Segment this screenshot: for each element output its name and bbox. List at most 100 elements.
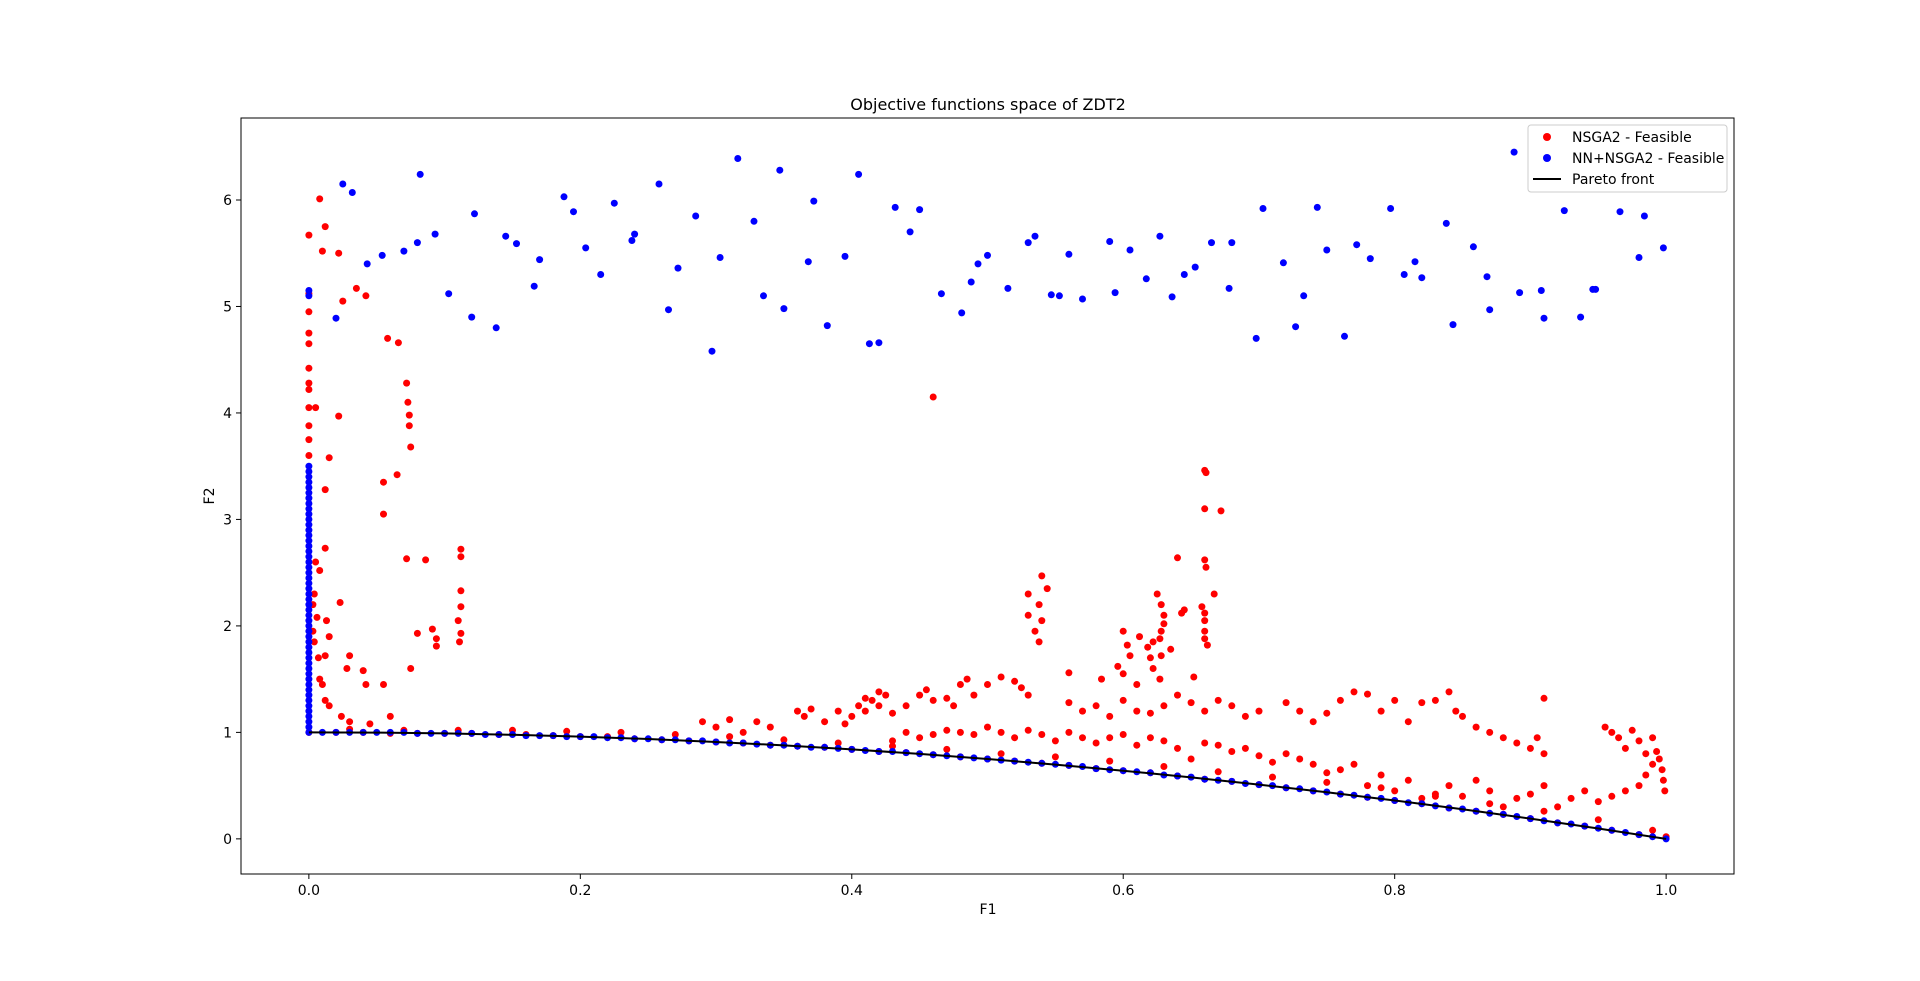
nn-nsga2-point [810, 197, 818, 205]
nsga2-point [875, 702, 883, 710]
nn-nsga2-point [1616, 208, 1624, 216]
nsga2-point [1608, 792, 1616, 800]
nn-nsga2-point [891, 203, 899, 211]
nn-nsga2-point [708, 347, 716, 355]
nsga2-point [1157, 652, 1165, 660]
nsga2-point [1065, 699, 1073, 707]
nsga2-point [950, 702, 958, 710]
nsga2-point [1157, 601, 1165, 609]
nn-nsga2-point [471, 210, 478, 218]
nsga2-point [1452, 707, 1460, 715]
nn-nsga2-point [1577, 313, 1585, 321]
nsga2-point [432, 642, 440, 650]
nsga2-point [1035, 601, 1043, 609]
nsga2-point [359, 667, 367, 675]
nn-nsga2-point [305, 601, 313, 609]
nn-nsga2-point [378, 251, 386, 259]
nsga2-point [1024, 611, 1032, 619]
nsga2-point [1621, 744, 1629, 752]
nn-nsga2-point [1065, 250, 1073, 258]
nsga2-point [1201, 556, 1209, 564]
nsga2-point [305, 436, 313, 444]
nsga2-point [1445, 688, 1453, 696]
nn-nsga2-point [305, 638, 313, 646]
nsga2-point [916, 691, 924, 699]
nsga2-point [1661, 787, 1669, 795]
nsga2-point [384, 334, 392, 342]
nsga2-point [1228, 748, 1236, 755]
nsga2-point [1323, 778, 1331, 786]
nn-nsga2-point [305, 659, 313, 667]
nn-nsga2-point [1323, 246, 1331, 254]
nsga2-point [1106, 757, 1114, 765]
nsga2-point [1198, 603, 1206, 611]
nsga2-point [943, 694, 951, 702]
nn-nsga2-point [1180, 271, 1188, 278]
nsga2-point [970, 731, 978, 738]
nsga2-point [1350, 760, 1358, 768]
nsga2-point [1594, 798, 1602, 806]
nn-nsga2-point [750, 217, 758, 225]
nsga2-point [1486, 787, 1494, 795]
nn-nsga2-point [305, 526, 313, 534]
nn-nsga2-point [305, 670, 313, 678]
nn-nsga2-point [958, 309, 966, 317]
nsga2-point [1201, 739, 1209, 747]
nsga2-point [1499, 734, 1507, 742]
nn-nsga2-point [492, 324, 500, 332]
nn-nsga2-point [1442, 219, 1450, 227]
nsga2-point [1601, 723, 1609, 731]
nsga2-point [916, 734, 924, 742]
nn-nsga2-point [305, 649, 313, 656]
nsga2-point [1024, 590, 1032, 598]
nsga2-point [1608, 728, 1616, 736]
axes-frame [240, 117, 1735, 875]
nsga2-point [422, 556, 430, 564]
nsga2-point [1323, 709, 1331, 717]
nsga2-point [1404, 776, 1412, 784]
nsga2-point [312, 404, 320, 412]
nsga2-point [1540, 807, 1548, 815]
nsga2-point [1472, 723, 1480, 731]
legend-marker-nsga2 [1543, 133, 1551, 141]
nsga2-point [1201, 617, 1209, 625]
nn-nsga2-point [1168, 293, 1176, 301]
nsga2-point [305, 364, 313, 372]
nn-nsga2-point [1047, 291, 1055, 299]
nn-nsga2-point [305, 484, 313, 491]
nsga2-point [403, 555, 411, 563]
nn-nsga2-point [716, 254, 724, 261]
nn-nsga2-point [906, 228, 914, 236]
x-tick-label: 1.0 [1655, 883, 1677, 899]
nsga2-point [1201, 627, 1209, 635]
y-tick-label: 5 [223, 299, 232, 315]
nn-nsga2-point [560, 193, 568, 201]
nn-nsga2-point [305, 696, 313, 704]
nsga2-point [1178, 609, 1186, 617]
nsga2-point [1190, 673, 1198, 681]
nsga2-point [1149, 665, 1157, 672]
nn-nsga2-point [1486, 306, 1494, 314]
nsga2-point [305, 340, 313, 348]
nsga2-point [339, 297, 347, 305]
nsga2-point [1017, 684, 1025, 692]
nn-nsga2-point [305, 718, 313, 726]
nsga2-point [1011, 677, 1019, 685]
nsga2-point [1526, 744, 1534, 752]
nsga2-point [943, 726, 951, 734]
nsga2-point [889, 737, 896, 745]
chart-title: Objective functions space of ZDT2 [850, 95, 1126, 114]
nsga2-point [407, 443, 415, 451]
x-tick-label: 0.4 [841, 883, 863, 899]
nsga2-point [1323, 769, 1331, 777]
nsga2-point [1649, 734, 1657, 742]
nn-nsga2-point [305, 510, 313, 518]
y-tick-label: 1 [223, 725, 232, 741]
nsga2-point [1377, 707, 1385, 715]
nn-nsga2-point [305, 665, 313, 672]
nn-nsga2-point [339, 180, 347, 188]
nn-nsga2-point [628, 237, 636, 244]
nsga2-point [780, 736, 788, 744]
nsga2-point [984, 681, 991, 688]
nn-nsga2-point [1055, 292, 1063, 300]
